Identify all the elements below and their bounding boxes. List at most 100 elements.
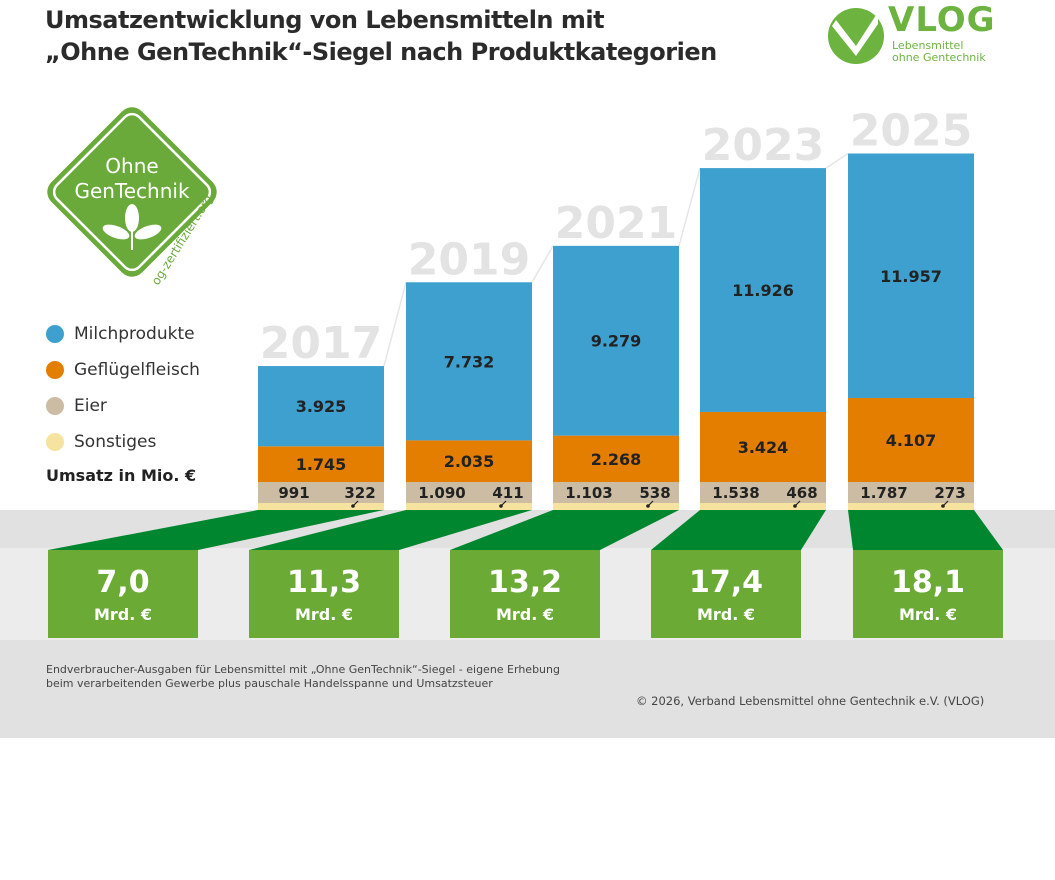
bar-eier-2019 bbox=[406, 482, 532, 503]
bar-milchprodukte-2025 bbox=[848, 153, 974, 399]
bar-gefluegelfleisch-2023 bbox=[700, 411, 826, 482]
bar-sonstiges-2021 bbox=[553, 503, 679, 510]
label-gefluegelfleisch-2017: 1.745 bbox=[296, 455, 347, 474]
total-box-2021 bbox=[450, 550, 600, 638]
year-label-2025: 2025 bbox=[850, 105, 972, 156]
label-milchprodukte-2019: 7.732 bbox=[444, 352, 495, 371]
leaf-plant-icon bbox=[102, 204, 162, 250]
label-milchprodukte-2017: 3.925 bbox=[296, 397, 347, 416]
legend-label: Sonstiges bbox=[74, 432, 157, 452]
trend-line-0 bbox=[383, 282, 407, 367]
label-milchprodukte-2025: 11.957 bbox=[880, 267, 942, 286]
bar-sonstiges-2017 bbox=[258, 503, 384, 510]
title-line-2: „Ohne GenTechnik“-Siegel nach Produktkat… bbox=[45, 38, 717, 66]
total-value-2025: 18,1 bbox=[891, 565, 965, 600]
total-box-2019 bbox=[249, 550, 399, 638]
year-label-2017: 2017 bbox=[260, 318, 382, 369]
legend-label: Eier bbox=[74, 396, 107, 416]
total-value-2023: 17,4 bbox=[689, 565, 763, 600]
label-sonstiges-2019: 411 bbox=[492, 484, 523, 502]
connector-2021 bbox=[450, 510, 679, 550]
total-value-2017: 7,0 bbox=[96, 565, 149, 600]
total-box-2023 bbox=[651, 550, 801, 638]
label-milchprodukte-2021: 9.279 bbox=[591, 332, 642, 351]
copyright: © 2026, Verband Lebensmittel ohne Gentec… bbox=[636, 694, 985, 708]
bar-sonstiges-2025 bbox=[848, 503, 974, 510]
connector-2023 bbox=[651, 510, 826, 550]
label-eier-2017: 991 bbox=[278, 484, 309, 502]
bar-eier-2023 bbox=[700, 482, 826, 503]
legend-item-gefluegelfleisch: Geflügelfleisch bbox=[46, 352, 200, 388]
label-sonstiges-2025: 273 bbox=[934, 484, 965, 502]
label-gefluegelfleisch-2021: 2.268 bbox=[591, 450, 642, 469]
label-gefluegelfleisch-2023: 3.424 bbox=[738, 438, 789, 457]
label-sonstiges-2023: 468 bbox=[786, 484, 817, 502]
bar-milchprodukte-2021 bbox=[553, 245, 679, 436]
sonstiges-pointer-dot-2017 bbox=[351, 504, 355, 508]
title-line-1: Umsatzentwicklung von Lebensmitteln mit bbox=[45, 6, 605, 34]
total-unit-2017: Mrd. € bbox=[94, 605, 152, 624]
legend: Milchprodukte Geflügelfleisch Eier Sonst… bbox=[46, 316, 200, 460]
unit-label: Umsatz in Mio. € bbox=[46, 466, 197, 485]
total-value-2021: 13,2 bbox=[488, 565, 562, 600]
legend-swatch bbox=[46, 325, 64, 343]
vlog-check-icon bbox=[828, 8, 884, 64]
bar-gefluegelfleisch-2021 bbox=[553, 435, 679, 482]
bar-milchprodukte-2023 bbox=[700, 168, 826, 412]
connector-2019 bbox=[249, 510, 532, 550]
vlog-logo: VLOG Lebensmittel ohne Gentechnik bbox=[826, 0, 1016, 66]
label-eier-2019: 1.090 bbox=[418, 484, 465, 502]
label-gefluegelfleisch-2019: 2.035 bbox=[444, 452, 495, 471]
vlog-subtitle: Lebensmittel ohne Gentechnik bbox=[892, 40, 986, 64]
legend-item-eier: Eier bbox=[46, 388, 200, 424]
vlog-subtitle-line-1: Lebensmittel bbox=[892, 39, 964, 52]
trend-line-3 bbox=[825, 152, 849, 169]
label-gefluegelfleisch-2025: 4.107 bbox=[886, 431, 937, 450]
label-eier-2025: 1.787 bbox=[860, 484, 907, 502]
footer-note: Endverbraucher-Ausgaben für Lebensmittel… bbox=[46, 663, 560, 690]
bar-gefluegelfleisch-2017 bbox=[258, 446, 384, 482]
vlog-subtitle-line-2: ohne Gentechnik bbox=[892, 51, 986, 64]
sonstiges-pointer-dot-2025 bbox=[941, 504, 945, 508]
bar-sonstiges-2023 bbox=[700, 503, 826, 510]
year-label-2019: 2019 bbox=[408, 234, 530, 285]
seal-line-2: GenTechnik bbox=[74, 179, 190, 203]
total-unit-2025: Mrd. € bbox=[899, 605, 957, 624]
legend-swatch bbox=[46, 433, 64, 451]
connector-2025 bbox=[848, 510, 1003, 550]
ohne-gentechnik-seal: Ohne GenTechnik og-zertifiziert.org bbox=[47, 107, 217, 288]
bar-eier-2017 bbox=[258, 482, 384, 503]
year-label-2021: 2021 bbox=[555, 198, 677, 249]
bar-gefluegelfleisch-2025 bbox=[848, 398, 974, 482]
bar-milchprodukte-2017 bbox=[258, 366, 384, 447]
legend-swatch bbox=[46, 397, 64, 415]
legend-label: Milchprodukte bbox=[74, 324, 195, 344]
sonstiges-pointer-dot-2019 bbox=[499, 504, 503, 508]
sonstiges-pointer-dot-2021 bbox=[646, 504, 650, 508]
total-box-2017 bbox=[48, 550, 198, 638]
trend-line-1 bbox=[531, 245, 554, 283]
bar-eier-2021 bbox=[553, 482, 679, 503]
trend-line-2 bbox=[678, 167, 701, 247]
bar-sonstiges-2019 bbox=[406, 503, 532, 510]
legend-label: Geflügelfleisch bbox=[74, 360, 200, 380]
total-unit-2021: Mrd. € bbox=[496, 605, 554, 624]
sonstiges-pointer-dot-2023 bbox=[793, 504, 797, 508]
legend-item-milchprodukte: Milchprodukte bbox=[46, 316, 200, 352]
total-unit-2019: Mrd. € bbox=[295, 605, 353, 624]
label-milchprodukte-2023: 11.926 bbox=[732, 281, 794, 300]
year-label-2023: 2023 bbox=[702, 120, 824, 171]
total-unit-2023: Mrd. € bbox=[697, 605, 755, 624]
legend-swatch bbox=[46, 361, 64, 379]
label-sonstiges-2021: 538 bbox=[639, 484, 670, 502]
chart-title: Umsatzentwicklung von Lebensmitteln mit … bbox=[45, 4, 717, 68]
label-eier-2023: 1.538 bbox=[712, 484, 759, 502]
bar-gefluegelfleisch-2019 bbox=[406, 440, 532, 482]
bar-milchprodukte-2019 bbox=[406, 282, 532, 441]
total-box-2025 bbox=[853, 550, 1003, 638]
total-value-2019: 11,3 bbox=[287, 565, 361, 600]
label-eier-2021: 1.103 bbox=[565, 484, 612, 502]
seal-line-1: Ohne bbox=[105, 154, 158, 178]
